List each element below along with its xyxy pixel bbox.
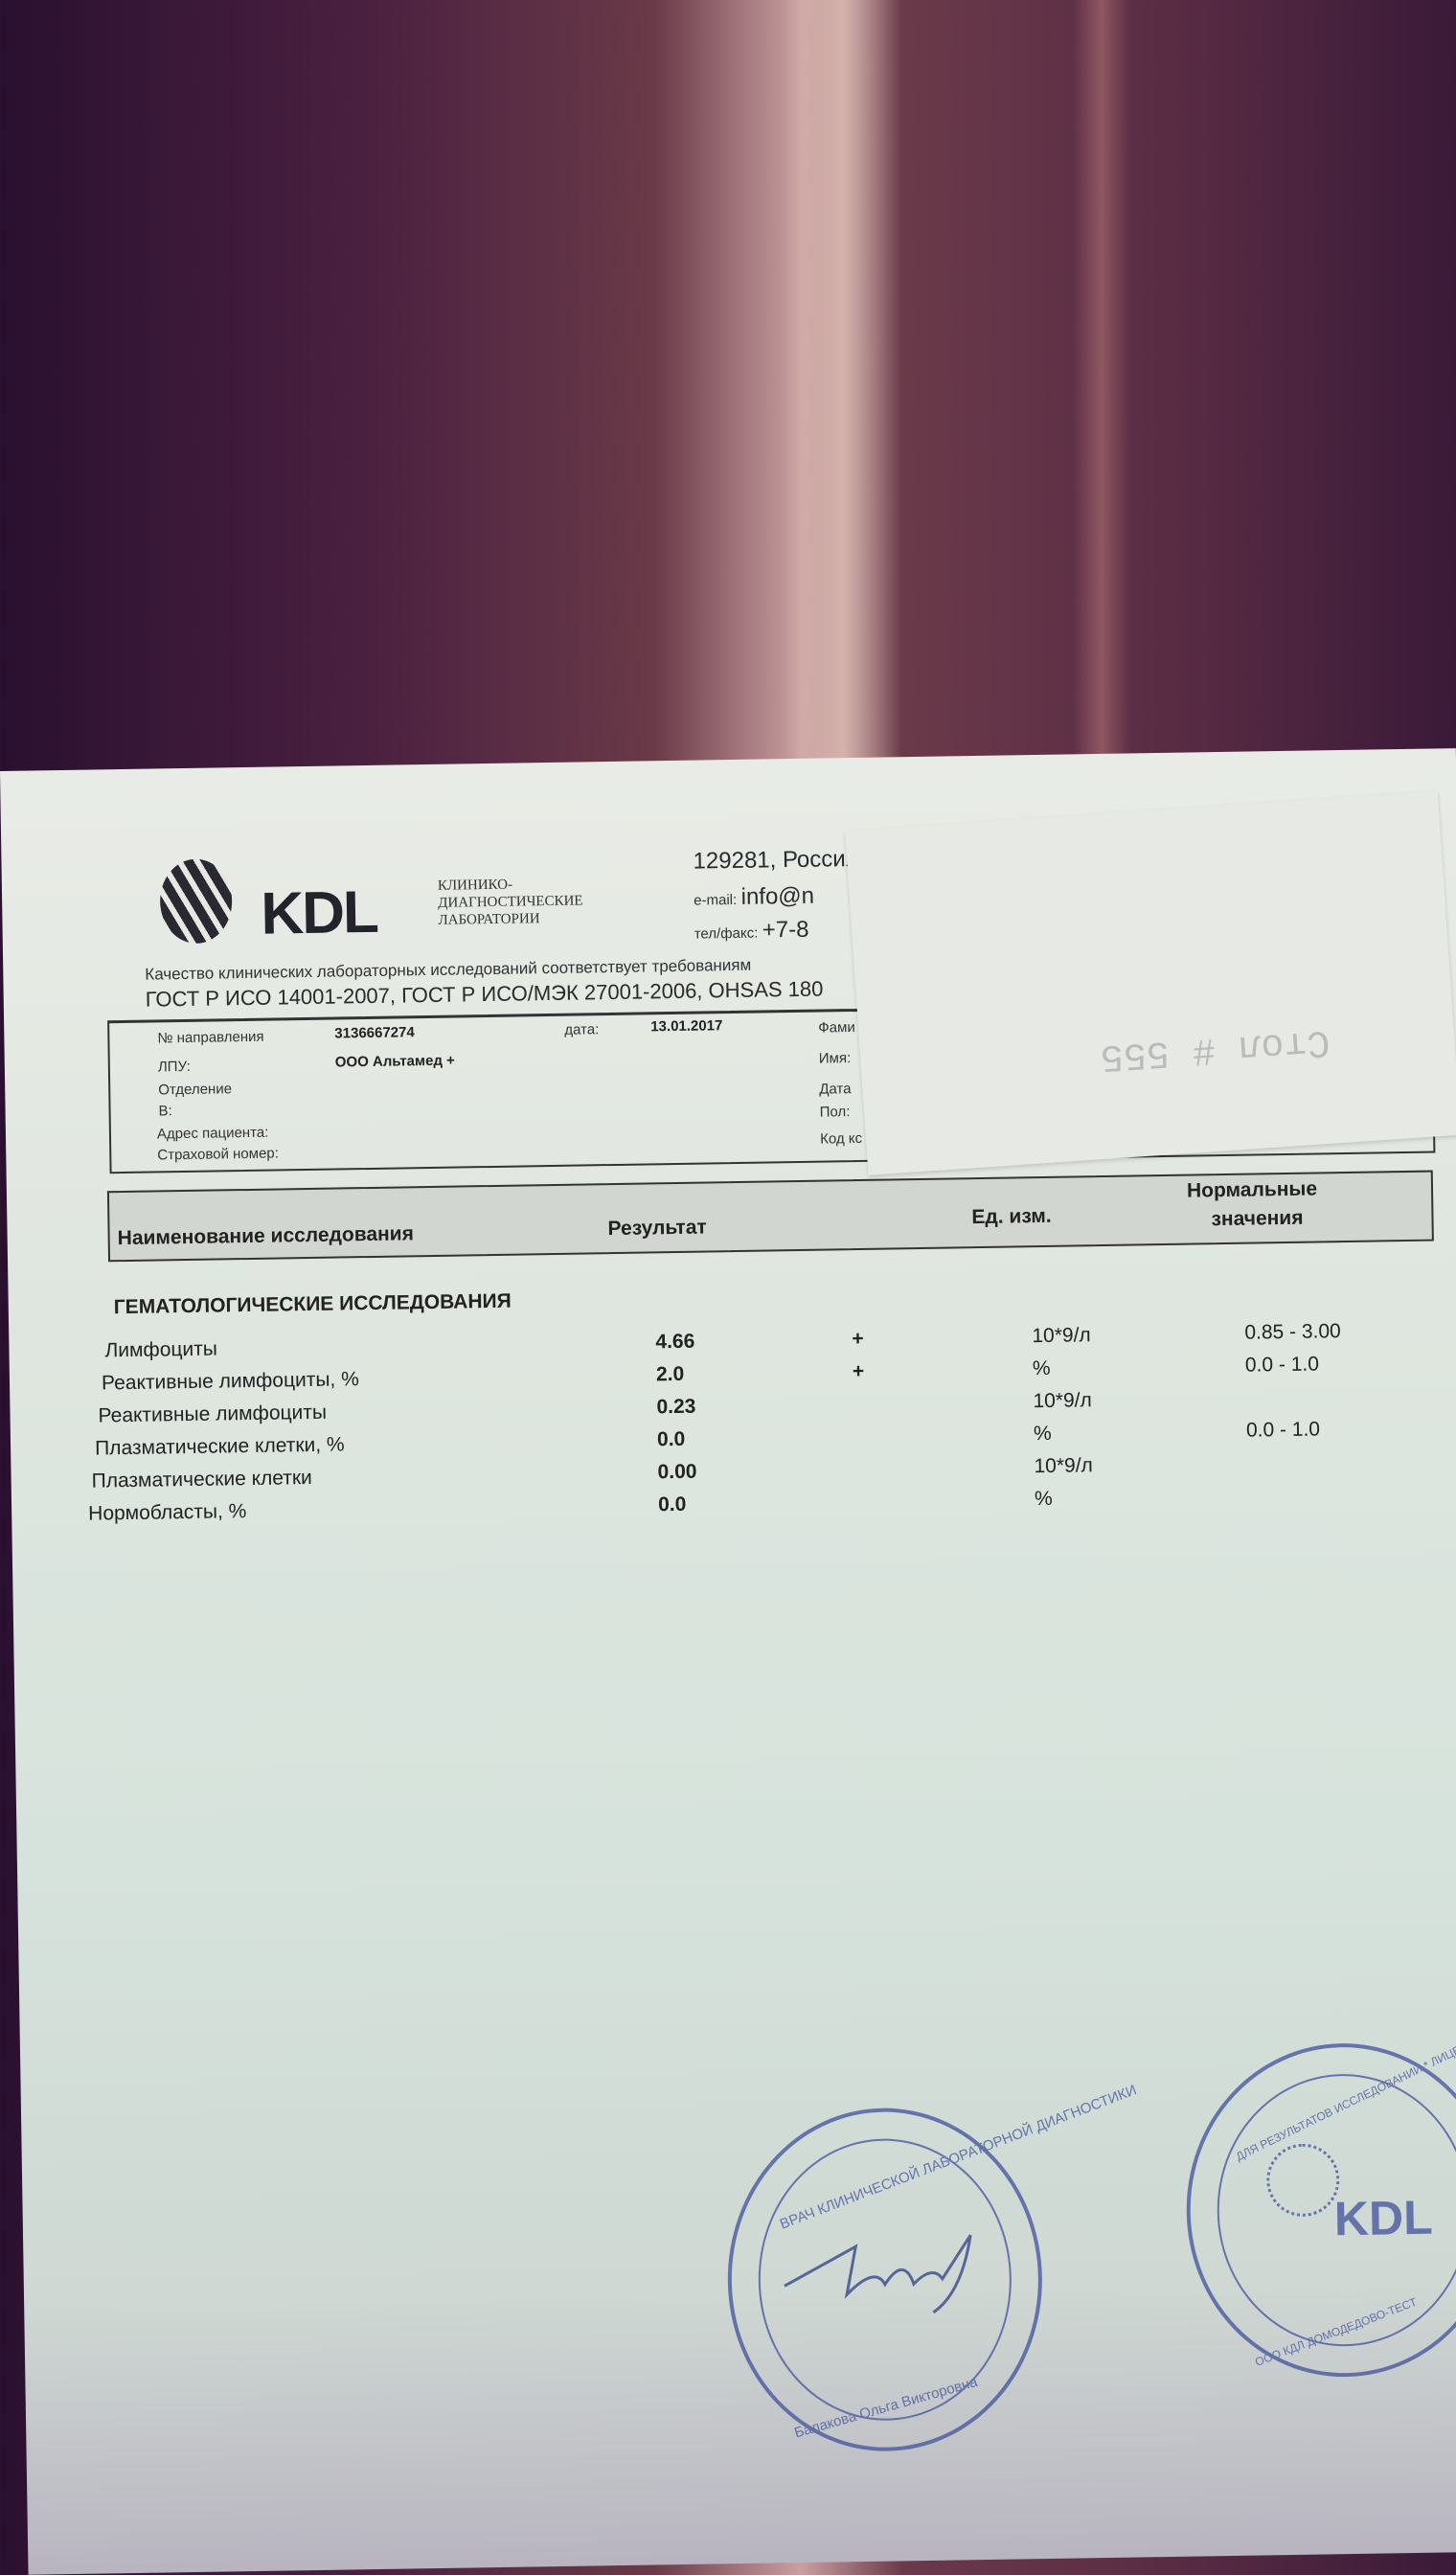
lpu-value: ООО Альтамед +: [334, 1052, 455, 1071]
email-label: e-mail:: [694, 891, 738, 909]
company-stamp: ДЛЯ РЕЗУЛЬТАТОВ ИССЛЕДОВАНИЙ * ЛИЦЕНЗИЯ …: [1184, 1981, 1456, 2380]
logo-subtitle-line: КЛИНИКО-: [437, 877, 513, 894]
doctor-stamp: ВРАЧ КЛИНИЧЕСКОЙ ЛАБОРАТОРНОЙ ДИАГНОСТИК…: [725, 2082, 1139, 2454]
test-result: 4.66: [655, 1330, 695, 1354]
test-unit: %: [1033, 1422, 1052, 1446]
department-label: Отделение: [158, 1081, 233, 1099]
section-title: ГЕМАТОЛОГИЧЕСКИЕ ИССЛЕДОВАНИЯ: [113, 1289, 512, 1319]
abnormal-flag: +: [852, 1327, 864, 1351]
email-value: info@n: [740, 882, 815, 910]
lab-email: e-mail: info@n: [694, 883, 814, 912]
column-header-norm: Нормальные: [1186, 1177, 1318, 1202]
test-result: 2.0: [655, 1362, 685, 1386]
phone-label: тел/факс:: [694, 924, 759, 943]
v-label: В:: [158, 1103, 172, 1120]
reference-range: 0.85 - 3.00: [1244, 1320, 1341, 1344]
surface-glare: [1073, 0, 1130, 786]
kdl-logo-icon: [159, 858, 233, 945]
reference-range: 0.0 - 1.0: [1245, 1418, 1321, 1442]
logo-subtitle: КЛИНИКО- ДИАГНОСТИЧЕСКИЕ ЛАБОРАТОРИИ: [438, 875, 583, 928]
patient-address-label: Адрес пациента:: [156, 1124, 269, 1143]
column-header-unit: Ед. изм.: [971, 1204, 1052, 1229]
logo-subtitle-line: ДИАГНОСТИЧЕСКИЕ: [438, 893, 583, 911]
column-header-result: Результат: [607, 1216, 707, 1241]
sex-label: Пол:: [819, 1104, 851, 1121]
test-name: Реактивные лимфоциты: [98, 1401, 328, 1427]
lab-report-sheet: KDL КЛИНИКО- ДИАГНОСТИЧЕСКИЕ ЛАБОРАТОРИИ…: [0, 748, 1456, 2575]
logo-subtitle-line: ЛАБОРАТОРИИ: [438, 911, 540, 928]
table-row: Плазматические клетки 0.00 10*9/л: [0, 748, 1456, 1492]
test-name: Плазматические клетки: [91, 1466, 312, 1493]
referral-number: 3136667274: [334, 1024, 415, 1042]
test-name: Лимфоциты: [104, 1337, 218, 1362]
logo-text: KDL: [260, 878, 378, 947]
reference-range: 0.0 - 1.0: [1244, 1353, 1320, 1377]
test-result: 0.00: [657, 1460, 697, 1484]
surface-glare: [785, 0, 900, 786]
date-label: дата:: [564, 1021, 600, 1038]
table-row: Нормобласты, % 0.0%: [0, 748, 1456, 1525]
table-row: Плазматические клетки, % 0.0% 0.0 - 1.0: [0, 748, 1456, 1459]
abnormal-flag: +: [852, 1359, 865, 1383]
lpu-label: ЛПУ:: [157, 1058, 192, 1076]
insurance-number-label: Страховой номер:: [157, 1145, 279, 1164]
phone-value: +7-8: [762, 916, 809, 944]
test-name: Нормобласты, %: [88, 1500, 247, 1525]
referral-label: № направления: [157, 1028, 264, 1047]
table-row: Реактивные лимфоциты 0.23 10*9/л: [0, 748, 1456, 1426]
results-table-body: Лимфоциты 4.66 +10*9/л 0.85 - 3.00 Реактивны…: [0, 748, 1456, 1525]
results-table-header: Наименование исследования Результат Ед. …: [106, 1170, 1434, 1263]
test-result: 0.23: [656, 1395, 696, 1419]
surname-label: Фами: [818, 1019, 855, 1037]
stamp-logo-text: KDL: [1333, 2190, 1434, 2246]
test-unit: %: [1034, 1487, 1053, 1511]
test-unit: %: [1032, 1356, 1051, 1380]
lab-phone: тел/факс: +7-8: [694, 917, 809, 946]
table-row: Лимфоциты 4.66 +10*9/л 0.85 - 3.00: [0, 748, 1456, 1361]
test-unit: 10*9/л: [1032, 1324, 1091, 1348]
birthdate-label: Дата: [819, 1081, 852, 1098]
covering-note: Стол # 555: [845, 790, 1456, 1175]
name-label: Имя:: [818, 1050, 852, 1067]
test-result: 0.0: [656, 1427, 686, 1451]
signature-icon: [784, 2234, 972, 2314]
date-value: 13.01.2017: [650, 1017, 723, 1036]
test-name: Плазматические клетки, %: [94, 1433, 345, 1460]
test-result: 0.0: [657, 1493, 687, 1516]
column-header-name: Наименование исследования: [117, 1222, 415, 1250]
test-name: Реактивные лимфоциты, %: [101, 1368, 359, 1395]
code-label: Код кс: [820, 1129, 863, 1148]
note-text: Стол # 555: [1099, 1018, 1331, 1078]
column-header-norm: значения: [1211, 1206, 1304, 1231]
test-unit: 10*9/л: [1033, 1389, 1092, 1413]
test-unit: 10*9/л: [1034, 1454, 1094, 1478]
table-row: Реактивные лимфоциты, % 2.0 +% 0.0 - 1.0: [0, 748, 1456, 1394]
